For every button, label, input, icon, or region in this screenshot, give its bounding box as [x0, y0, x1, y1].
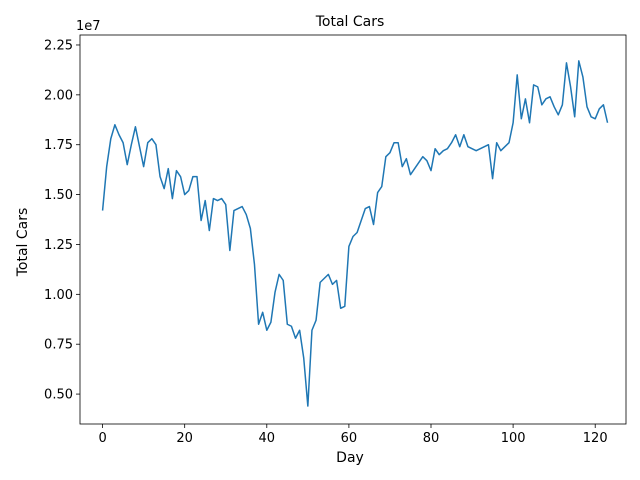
series-line	[101, 60, 609, 407]
y-axis-label: Total Cars	[15, 208, 31, 278]
x-tick-label: 100	[501, 431, 526, 446]
y-tick-label: 0.75	[44, 338, 73, 353]
x-tick-label: 20	[176, 431, 193, 446]
x-tick-label: 80	[423, 431, 440, 446]
y-tick-label: 1.00	[44, 288, 73, 303]
y-tick-label: 2.00	[44, 88, 73, 103]
plot-area: 0 20 40 60 80 100 120 0.50 0.75 1.00 1.25 1.50 1.75 2…	[44, 34, 627, 446]
y-tick-label: 1.50	[44, 188, 73, 203]
axes-frame	[79, 34, 627, 425]
y-tick-label: 0.50	[44, 388, 73, 403]
chart-title: Total Cars	[315, 14, 385, 30]
x-tick-label: 40	[259, 431, 276, 446]
y-axis-offset-label: 1e7	[76, 19, 101, 34]
x-axis-label: Day	[336, 450, 364, 466]
y-tick-label: 1.75	[44, 138, 73, 153]
y-tick-label: 1.25	[44, 238, 73, 253]
x-tick-label: 60	[341, 431, 358, 446]
x-tick-label: 120	[583, 431, 608, 446]
x-tick-label: 0	[98, 431, 106, 446]
y-tick-label: 2.25	[44, 38, 73, 53]
